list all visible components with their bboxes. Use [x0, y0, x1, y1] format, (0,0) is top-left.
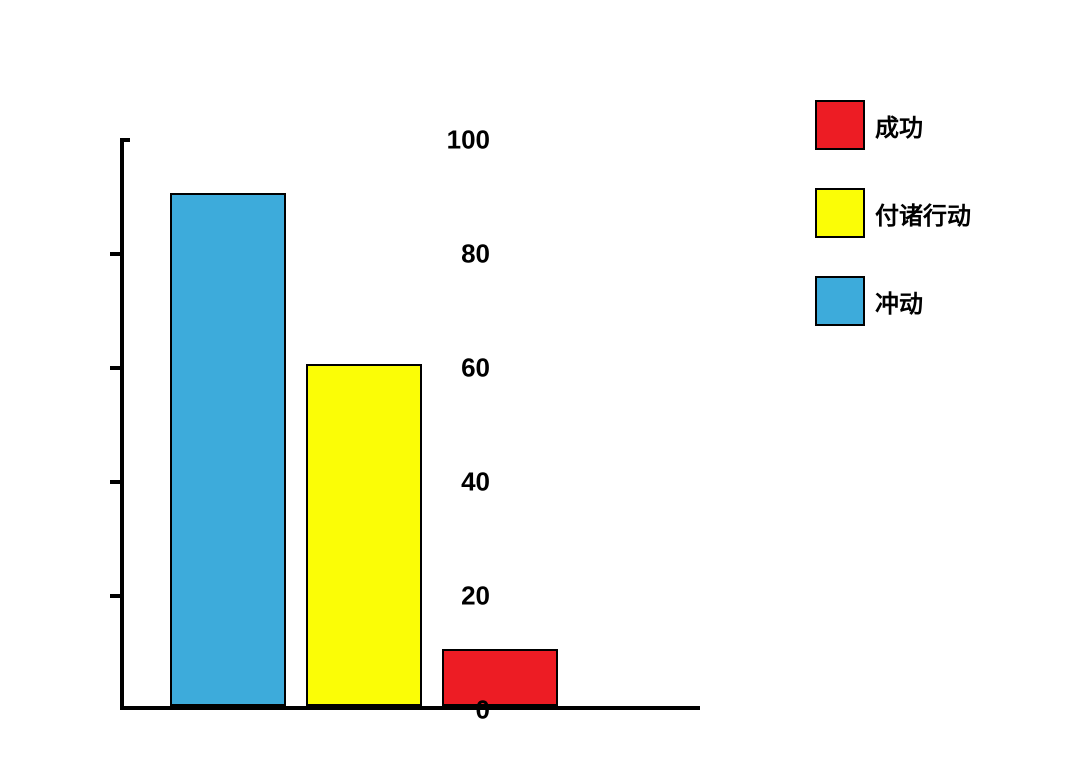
legend-item: 付诸行动: [815, 188, 971, 238]
y-axis-label: 100: [447, 125, 490, 156]
legend-swatch: [815, 276, 865, 326]
plot-area: [120, 140, 700, 710]
legend-label: 付诸行动: [875, 196, 971, 231]
y-axis-label: 40: [461, 467, 490, 498]
chart-container: 0 20 40 60 80 100 成功付诸行动冲动: [0, 0, 1080, 784]
legend-label: 成功: [875, 108, 923, 143]
bar: [306, 364, 422, 706]
legend-item: 冲动: [815, 276, 971, 326]
legend-swatch: [815, 188, 865, 238]
legend: 成功付诸行动冲动: [815, 100, 971, 364]
y-axis-label: 20: [461, 581, 490, 612]
bar: [442, 649, 558, 706]
legend-label: 冲动: [875, 284, 923, 319]
legend-item: 成功: [815, 100, 971, 150]
y-axis-label: 60: [461, 353, 490, 384]
y-tick: [110, 594, 124, 598]
y-tick: [110, 480, 124, 484]
bar: [170, 193, 286, 706]
y-tick: [110, 252, 124, 256]
y-axis-label: 80: [461, 239, 490, 270]
y-axis: [120, 140, 124, 710]
x-axis: [120, 706, 700, 710]
y-axis-label: 0: [476, 695, 490, 726]
legend-swatch: [815, 100, 865, 150]
y-tick: [120, 138, 130, 142]
y-tick: [110, 366, 124, 370]
